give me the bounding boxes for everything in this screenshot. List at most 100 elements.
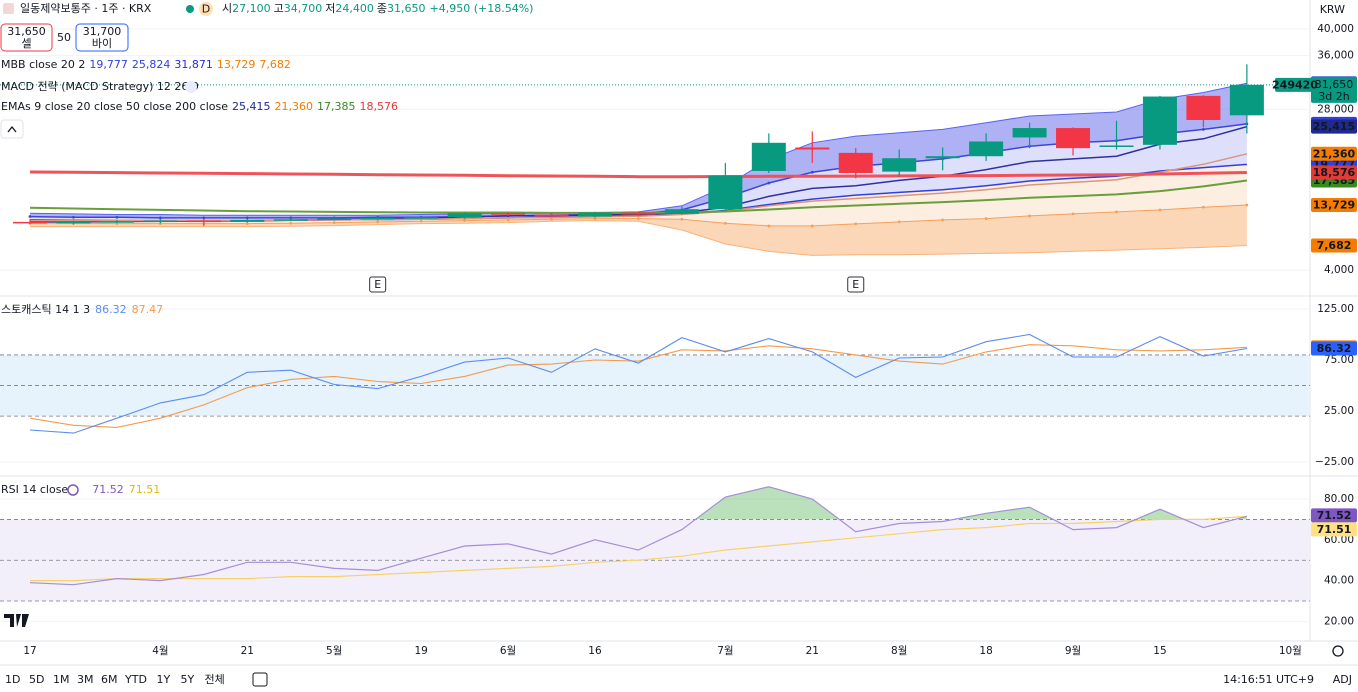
range-button[interactable]: 1Y	[157, 673, 171, 686]
indicator-dot	[419, 219, 423, 223]
x-tick-label: 19	[414, 645, 427, 657]
settings-icon[interactable]	[1332, 645, 1344, 657]
clock: 14:16:51 UTC+9	[1223, 673, 1314, 686]
legend-icon	[185, 81, 197, 93]
buy-button[interactable]	[75, 23, 129, 52]
x-tick-label: 17	[23, 645, 36, 657]
candle-body	[404, 217, 439, 219]
x-tick-label: 16	[588, 645, 602, 657]
price-label: 71.52	[1317, 509, 1352, 522]
legend-value: 21,360	[275, 100, 314, 113]
event-marker[interactable]	[847, 276, 865, 293]
indicator-dot	[767, 181, 771, 185]
price-label: 71.51	[1317, 523, 1352, 536]
candle-body	[969, 141, 1004, 157]
symbol-name: 일동제약보통주 · 1주 · KRX	[20, 1, 152, 15]
x-tick-label: 9월	[1065, 645, 1081, 657]
x-tick-label: 15	[1153, 645, 1166, 657]
x-tick-label: 7월	[717, 645, 733, 657]
event-marker[interactable]	[369, 276, 387, 293]
ohlc-value: 34,700	[284, 2, 323, 15]
indicator-dot	[245, 222, 249, 225]
indicator-dot	[463, 219, 466, 222]
collapse-button[interactable]	[0, 119, 24, 139]
indicator-line	[29, 170, 1247, 179]
price-label-box	[1311, 146, 1357, 161]
indicator-dot	[72, 215, 75, 219]
candle-body	[1012, 128, 1047, 138]
y-tick-label: 75.00	[1324, 354, 1354, 366]
adj-button[interactable]: ADJ	[1333, 673, 1352, 686]
stoch-line	[29, 333, 1247, 434]
indicator-dot	[289, 221, 293, 225]
close-label: 31,650	[1315, 78, 1354, 91]
ohlc-label: 고	[274, 2, 284, 15]
ohlc-line: 시27,100 고34,700 저24,400 종31,650 +4,950 (+18.…	[222, 2, 533, 15]
sell-button[interactable]	[0, 23, 53, 52]
candle-body	[534, 214, 569, 217]
rsi-line	[29, 486, 1248, 586]
range-button[interactable]: 3M	[77, 673, 94, 686]
candle-body	[1099, 145, 1134, 147]
date-range-icon[interactable]	[252, 672, 268, 687]
indicator-dot	[506, 218, 510, 222]
range-button[interactable]: 전체	[205, 673, 225, 686]
range-button[interactable]: 1D	[5, 673, 20, 686]
candle-body	[1056, 128, 1091, 149]
range-button[interactable]: 5D	[29, 673, 44, 686]
candle-body	[447, 213, 482, 218]
legend-value: 18,576	[360, 100, 399, 113]
indicator-dot	[158, 216, 162, 220]
close-label-box	[1311, 76, 1357, 103]
indicator-dot	[1071, 212, 1075, 216]
candle-body	[13, 221, 47, 224]
candle-body	[273, 219, 308, 221]
y-tick-label: 80.00	[1324, 493, 1354, 505]
price-change: +4,950 (+18.54%)	[430, 2, 534, 15]
legend-value: 71.52	[92, 483, 124, 496]
indicator-dot	[854, 222, 858, 226]
indicator-dot	[376, 220, 380, 224]
indicator-dot	[332, 221, 336, 224]
candle-body	[1142, 96, 1177, 145]
range-button[interactable]: 5Y	[181, 673, 195, 686]
ohlc-value: 24,400	[335, 2, 374, 15]
range-button[interactable]: 6M	[101, 673, 118, 686]
range-button[interactable]: 1M	[53, 673, 70, 686]
price-label-box	[1311, 341, 1357, 356]
candle-body	[186, 220, 221, 223]
indicator-dot	[680, 217, 684, 221]
y-tick-label: 40,000	[1317, 23, 1354, 35]
y-tick-label: 28,000	[1317, 103, 1354, 115]
legend-value: 7,682	[259, 58, 291, 71]
candle-body	[882, 158, 917, 172]
legend-name: EMAs 9 close 20 close 50 close 200 close	[1, 100, 228, 113]
symbol-icon	[3, 3, 14, 14]
range-button[interactable]: YTD	[124, 673, 147, 686]
indicator-dot	[1115, 210, 1118, 214]
tv-logo	[4, 614, 29, 627]
indicator-dot	[723, 221, 727, 225]
candle-body	[751, 142, 786, 171]
price-label-box	[1311, 522, 1357, 537]
market-status	[186, 5, 194, 13]
price-label: 7,682	[1317, 239, 1352, 252]
x-tick-label: 18	[979, 645, 992, 657]
indicator-dot	[245, 216, 249, 220]
legend-value: 25,415	[232, 100, 271, 113]
price-label: 18,576	[1313, 166, 1356, 179]
band-fill	[30, 204, 1247, 256]
y-tick-label: 36,000	[1317, 50, 1354, 62]
y-tick-label: 4,000	[1324, 264, 1354, 276]
indicator-dot	[28, 215, 32, 218]
price-label: 86.32	[1317, 342, 1352, 355]
legend-value: 25,824	[132, 58, 171, 71]
indicator-dot	[810, 170, 814, 174]
stoch-line	[29, 344, 1247, 428]
legend-mbb: MBB close 20 2 19,777 25,824 31,871 13,729 7,…	[1, 58, 291, 71]
ohlc-label: 종	[377, 2, 387, 15]
spread: 50	[57, 31, 71, 44]
indicator-dot	[897, 220, 901, 224]
legend-ema: EMAs 9 close 20 close 50 close 200 close…	[1, 100, 398, 113]
